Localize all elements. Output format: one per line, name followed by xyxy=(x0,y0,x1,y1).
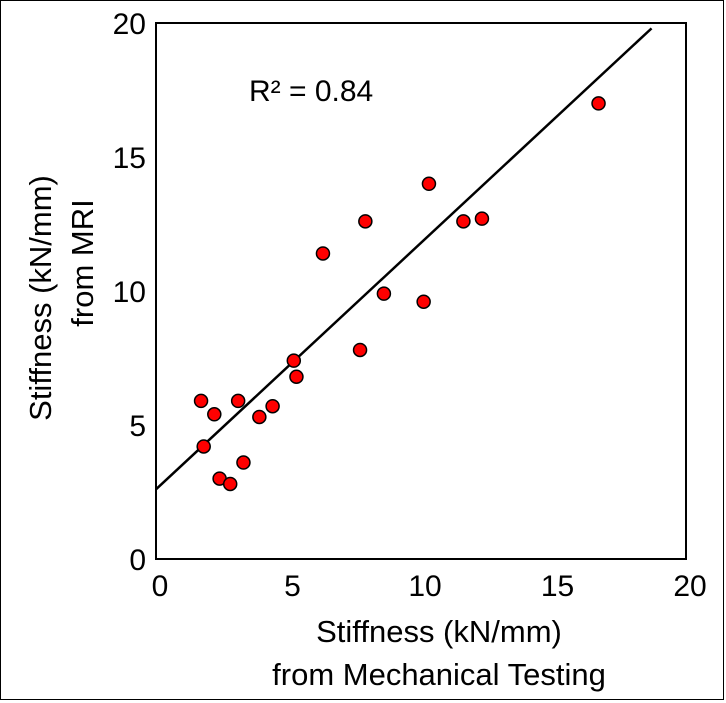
data-point-15 xyxy=(376,286,392,301)
y-tick-label-0: 0 xyxy=(129,544,146,577)
y-tick-label-5: 5 xyxy=(129,410,146,443)
plot-area xyxy=(155,22,687,560)
x-tick-label-5: 5 xyxy=(284,570,301,603)
data-point-1 xyxy=(193,393,209,409)
data-point-19 xyxy=(474,211,490,226)
y-tick-label-10: 10 xyxy=(113,276,146,309)
x-tick-label-15: 15 xyxy=(541,570,574,603)
data-point-13 xyxy=(352,342,368,358)
y-tick-labels: 0 5 10 15 20 xyxy=(113,8,146,577)
r-squared-annotation: R² = 0.84 xyxy=(249,75,373,108)
trendline xyxy=(155,27,653,491)
data-point-18 xyxy=(456,214,471,229)
x-tick-label-10: 10 xyxy=(408,570,441,603)
data-point-7 xyxy=(236,455,251,470)
data-point-9 xyxy=(265,398,280,414)
x-axis-title-line2: from Mechanical Testing xyxy=(272,657,606,692)
data-point-10 xyxy=(286,353,302,368)
data-point-12 xyxy=(315,246,331,261)
data-point-3 xyxy=(207,407,222,422)
x-tick-label-20: 20 xyxy=(673,570,706,603)
data-point-11 xyxy=(289,369,304,385)
plot-border xyxy=(155,22,687,560)
data-point-5 xyxy=(222,476,238,492)
data-point-14 xyxy=(358,214,373,229)
data-point-8 xyxy=(252,409,267,425)
data-points xyxy=(193,96,606,492)
data-point-2 xyxy=(196,439,211,454)
x-axis-title-line1: Stiffness (kN/mm) xyxy=(316,614,562,649)
data-point-17 xyxy=(421,176,437,192)
data-point-16 xyxy=(416,294,431,309)
y-tick-label-15: 15 xyxy=(113,142,146,175)
x-tick-label-0: 0 xyxy=(152,570,169,603)
x-tick-labels: 0 5 10 15 20 xyxy=(152,570,707,603)
data-point-20 xyxy=(591,96,606,111)
y-axis-title-line2: from MRI xyxy=(65,199,100,326)
y-tick-label-20: 20 xyxy=(113,8,146,41)
y-axis-title-line1: Stiffness (kN/mm) xyxy=(23,175,58,421)
data-point-6 xyxy=(230,393,246,409)
